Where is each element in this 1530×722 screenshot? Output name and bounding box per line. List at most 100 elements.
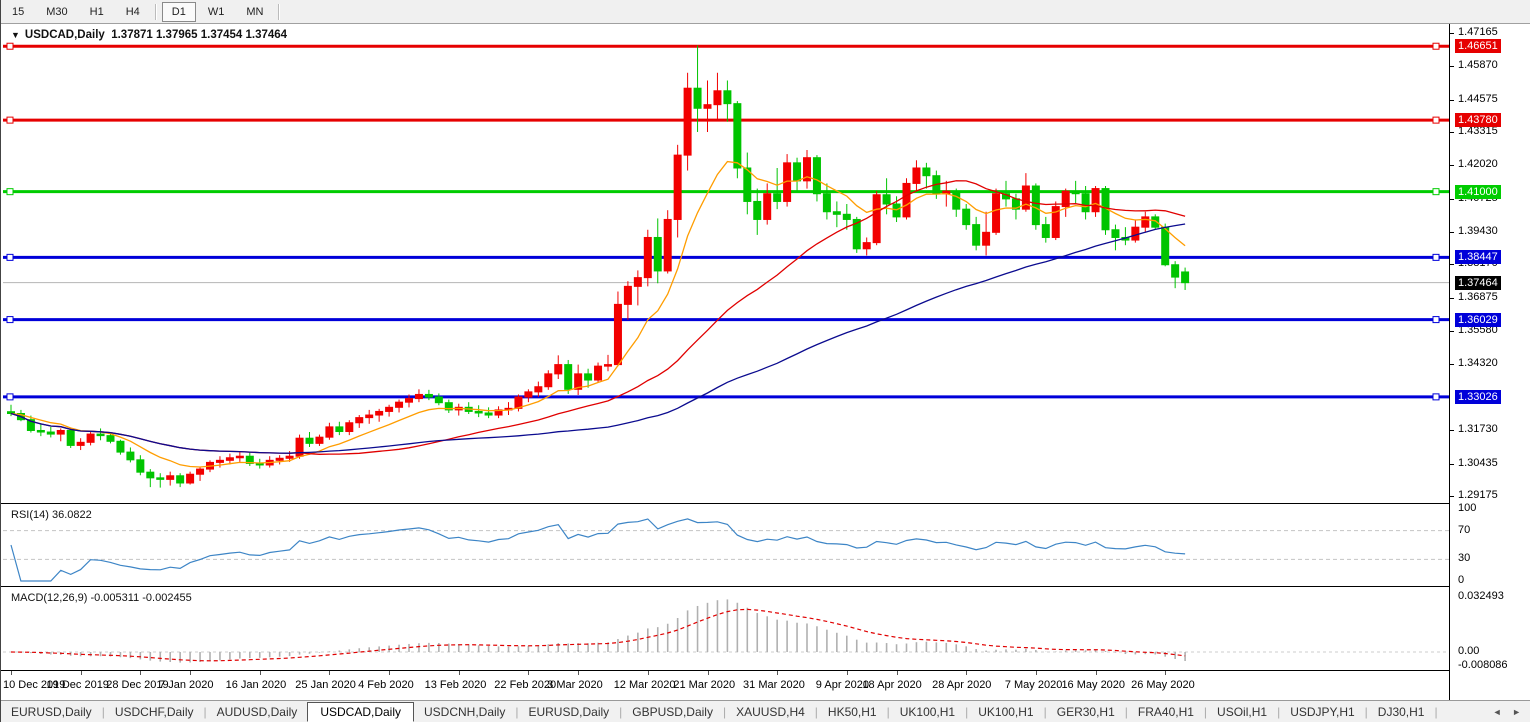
- tab-separator: |: [1043, 704, 1047, 719]
- macd-axis-label: 0.00: [1458, 645, 1480, 657]
- timeframe-button-h1[interactable]: H1: [89, 5, 104, 18]
- tab-eurusd-daily[interactable]: EURUSD,Daily: [11, 704, 92, 719]
- timeframe-button-15[interactable]: 15: [12, 5, 25, 18]
- level-handle-right[interactable]: [1432, 316, 1440, 324]
- date-label: 3 Mar 2020: [547, 679, 603, 691]
- main-price-chart[interactable]: [1, 24, 1449, 502]
- level-handle-left[interactable]: [6, 116, 14, 124]
- axis-tick-mark: [1450, 495, 1454, 497]
- date-tick-mark: [329, 671, 331, 675]
- macd-histogram: [20, 599, 1186, 663]
- tab-separator: |: [203, 704, 207, 719]
- tab-uk100-h1[interactable]: UK100,H1: [978, 704, 1034, 719]
- level-price-label: 1.36029: [1455, 312, 1501, 327]
- axis-tick-mark: [1450, 430, 1454, 432]
- date-label: 31 Mar 2020: [743, 679, 805, 691]
- macd-axis-label: 0.032493: [1458, 589, 1504, 602]
- price-tick-label: 1.31730: [1458, 423, 1498, 436]
- macd-panel[interactable]: [1, 588, 1449, 670]
- timeframe-button-d1[interactable]: D1: [161, 1, 196, 22]
- price-tick-label: 1.47165: [1458, 26, 1498, 38]
- tab-gbpusd-daily[interactable]: GBPUSD,Daily: [632, 704, 713, 719]
- date-label: 13 Feb 2020: [424, 679, 487, 691]
- panel-separator: [1, 670, 1530, 671]
- date-label: 9 Apr 2020: [815, 679, 870, 691]
- date-label: 25 Jan 2020: [295, 679, 356, 691]
- tab-scroll-arrows[interactable]: ◄ ►: [1492, 706, 1525, 717]
- axis-tick-mark: [1450, 33, 1454, 34]
- date-label: 28 Apr 2020: [932, 679, 992, 691]
- date-label: 28 Dec 2019: [106, 679, 169, 691]
- tab-usdchf-daily[interactable]: USDCHF,Daily: [114, 704, 194, 719]
- price-tick-label: 1.43315: [1458, 125, 1498, 138]
- tab-separator: |: [886, 704, 890, 719]
- date-tick-mark: [259, 671, 261, 675]
- axis-tick-mark: [1450, 264, 1454, 266]
- level-price-label: 1.41000: [1455, 184, 1501, 199]
- date-tick-mark: [578, 671, 580, 675]
- tab-separator: |: [101, 704, 105, 719]
- tab-separator: |: [814, 704, 818, 719]
- price-tick-label: 1.45870: [1458, 59, 1498, 72]
- date-label: 10 Dec 2019: [3, 679, 66, 691]
- rsi-axis-label: 100: [1458, 502, 1477, 514]
- tab-separator: |: [1434, 704, 1438, 719]
- tab-separator: |: [515, 704, 519, 719]
- tab-ger30-h1[interactable]: GER30,H1: [1056, 704, 1115, 719]
- timeframe-button-mn[interactable]: MN: [246, 5, 264, 18]
- level-handle-left[interactable]: [6, 316, 14, 324]
- timeframe-button-w1[interactable]: W1: [207, 5, 225, 18]
- macd-axis-label: -0.008086: [1458, 658, 1508, 671]
- level-handle-left[interactable]: [6, 393, 14, 401]
- candlesticks: [7, 45, 1190, 488]
- axis-tick-mark: [1450, 331, 1454, 333]
- date-label: 22 Feb 2020: [494, 679, 557, 691]
- axis-tick-mark: [1450, 132, 1454, 134]
- price-axis[interactable]: 1.471651.458701.445751.433151.420201.407…: [1449, 24, 1530, 700]
- tab-audusd-daily[interactable]: AUDUSD,Daily: [216, 704, 298, 719]
- date-tick-mark: [80, 671, 82, 675]
- date-label: 21 Mar 2020: [673, 679, 736, 691]
- level-handle-right[interactable]: [1432, 42, 1440, 50]
- panel-separator[interactable]: [1, 586, 1530, 587]
- date-tick-mark: [11, 671, 12, 675]
- level-price-label: 1.38447: [1455, 250, 1501, 265]
- date-label: 16 Jan 2020: [225, 679, 287, 691]
- level-handle-right[interactable]: [1432, 393, 1440, 401]
- tab-usdjpy-h1[interactable]: USDJPY,H1: [1290, 704, 1355, 719]
- level-price-label: 1.37464: [1455, 275, 1501, 290]
- tab-fra40-h1[interactable]: FRA40,H1: [1137, 704, 1194, 719]
- level-handle-right[interactable]: [1432, 116, 1440, 124]
- date-label: 26 May 2020: [1131, 679, 1195, 691]
- tab-usoil-h1[interactable]: USOil,H1: [1217, 704, 1268, 719]
- rsi-panel[interactable]: [1, 505, 1449, 585]
- level-handle-right[interactable]: [1432, 253, 1440, 261]
- date-label: 12 Mar 2020: [613, 679, 676, 691]
- tab-hk50-h1[interactable]: HK50,H1: [827, 704, 877, 719]
- tab-xauusd-h4[interactable]: XAUUSD,H4: [736, 704, 805, 719]
- rsi-axis-label: 30: [1458, 552, 1471, 565]
- tab-separator: |: [1124, 704, 1128, 719]
- panel-separator[interactable]: [1, 503, 1530, 504]
- tab-eurusd-daily[interactable]: EURUSD,Daily: [528, 704, 610, 719]
- level-handle-left[interactable]: [6, 253, 14, 261]
- tab-usdcnh-daily[interactable]: USDCNH,Daily: [424, 704, 506, 719]
- date-label: 7 Jan 2020: [159, 679, 214, 691]
- macd-indicator-label: MACD(12,26,9) -0.005311 -0.002455: [11, 592, 192, 604]
- date-axis[interactable]: 10 Dec 2019 19 Dec 2019 28 Dec 2019 7 Jan 2…: [1, 671, 1449, 699]
- tab-usdcad-daily[interactable]: USDCAD,Daily: [307, 701, 414, 722]
- symbol-tab-bar: EURUSD,Daily | USDCHF,Daily | AUDUSD,Daily US…: [1, 700, 1530, 722]
- timeframe-button-h4[interactable]: H4: [125, 5, 140, 18]
- chart-dropdown-icon[interactable]: ▼: [11, 30, 20, 40]
- tab-uk100-h1[interactable]: UK100,H1: [899, 704, 956, 719]
- date-tick-mark: [1095, 671, 1097, 675]
- toolbar-separator: [278, 3, 281, 20]
- tab-dj30-h1[interactable]: DJ30,H1: [1377, 704, 1425, 719]
- date-tick-mark: [896, 671, 898, 675]
- level-handle-left[interactable]: [6, 42, 14, 50]
- level-handle-right[interactable]: [1432, 188, 1440, 196]
- timeframe-button-m30[interactable]: M30: [46, 5, 68, 18]
- price-tick-label: 1.39430: [1458, 225, 1498, 238]
- level-handle-left[interactable]: [6, 188, 14, 196]
- axis-tick-mark: [1450, 363, 1454, 365]
